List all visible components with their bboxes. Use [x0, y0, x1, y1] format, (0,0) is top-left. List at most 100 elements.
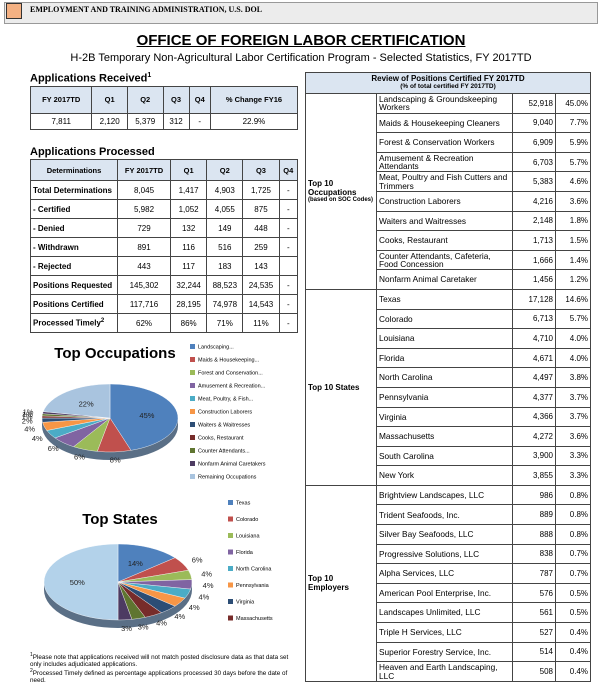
name-cell: Trident Seafoods, Inc.: [376, 504, 513, 526]
name-cell: Progressive Solutions, LLC: [376, 543, 513, 565]
row-label: - Withdrawn: [30, 237, 118, 257]
pct-cell: 4.6%: [555, 171, 591, 192]
name-cell: North Carolina: [376, 367, 513, 388]
cell: 1,052: [170, 199, 208, 219]
row-label: - Certified: [30, 199, 118, 219]
legend-label: Construction Laborers: [198, 410, 252, 416]
cell: -: [278, 275, 299, 295]
cell: 62%: [116, 313, 172, 333]
name-cell: Amusement & Recreation Attendants: [376, 151, 513, 173]
data-row: Processed Timely2 62% 86% 71% 11% -: [30, 313, 299, 333]
slice-label: 45%: [139, 411, 154, 420]
pct-cell: 1.2%: [555, 269, 591, 290]
cell: 443: [116, 256, 172, 276]
legend-swatch: [190, 461, 195, 466]
pct-cell: 7.7%: [555, 112, 591, 134]
cell: 5,982: [116, 199, 172, 219]
cell: 312: [162, 112, 190, 130]
cell: 32,244: [170, 275, 208, 295]
row-label-text: - Rejected: [33, 261, 72, 271]
section-heading: Applications Processed: [30, 146, 155, 158]
cell: -: [278, 237, 299, 257]
cell: 4,903: [206, 180, 244, 200]
count-cell: 4,272: [512, 426, 556, 447]
legend-label: Landscaping...: [198, 345, 234, 351]
name-cell: Meat, Poultry and Fish Cutters and Trimm…: [376, 171, 513, 192]
column-header: Q1: [170, 159, 208, 181]
count-cell: 4,710: [512, 328, 556, 349]
count-cell: 1,666: [512, 249, 556, 271]
name-cell: Counter Attendants, Cafeteria, Food Conc…: [376, 249, 513, 271]
slice-label: 8%: [110, 455, 121, 464]
cell: 7,811: [29, 112, 93, 130]
received-section: Applications Received1 FY 2017TD Q1 Q2 Q3 Q4%…: [29, 72, 299, 130]
name-cell: Superior Forestry Service, Inc.: [376, 641, 513, 663]
legend-swatch: [190, 344, 195, 349]
data-row: Louisiana 4,710 4.0%: [306, 328, 591, 349]
count-cell: 508: [512, 661, 556, 682]
cell: 5,379: [126, 112, 164, 130]
pie-chart: Top States 14% 6% 4% 4% 4% 4% 4% 4% 3% 3% 50% Texas C…: [43, 500, 273, 633]
slice-label: 4%: [32, 434, 43, 443]
legend-label: Waiters & Waitresses: [198, 423, 250, 429]
pct-cell: 0.5%: [555, 602, 591, 624]
legend-label: Louisiana: [236, 534, 260, 540]
data-row: Cooks, Restaurant 1,713 1.5%: [306, 230, 591, 251]
data-row: Heaven and Earth Landscaping, LLC 508 0.4%: [306, 661, 591, 682]
cell: 143: [242, 256, 280, 276]
group-label: Top 10 Employers: [305, 484, 377, 682]
pie-slice: [42, 383, 111, 419]
data-row: Total Determinations 8,045 1,417 4,903 1,725…: [30, 180, 299, 200]
slice-label: 4%: [24, 424, 35, 433]
cell: 71%: [206, 313, 244, 333]
cell: 4,055: [206, 199, 244, 219]
count-cell: 6,713: [512, 308, 556, 330]
data-row: - Certified 5,982 1,052 4,055 875-: [30, 199, 299, 219]
review-section: Review of Positions Certified FY 2017TD(…: [305, 72, 591, 682]
name-cell: Heaven and Earth Landscaping, LLC: [376, 661, 513, 682]
cell: 22.9%: [209, 112, 299, 130]
data-row: Florida 4,671 4.0%: [306, 347, 591, 369]
name-cell: Construction Laborers: [376, 190, 513, 212]
pct-cell: 3.6%: [555, 426, 591, 447]
pct-cell: 1.4%: [555, 249, 591, 271]
cell: 875: [242, 199, 280, 219]
cell: 891: [116, 237, 172, 257]
count-cell: 4,497: [512, 367, 556, 388]
processed-table: Determinations FY 2017TD Q1 Q2 Q3 Q4 Total Det…: [30, 159, 299, 333]
legend-label: Forest and Conservation...: [198, 371, 263, 377]
row-label: Positions Certified: [30, 294, 118, 314]
data-row: Top 10 Employers Brightview Landscapes, L…: [305, 484, 591, 682]
footnote-ref: 1: [30, 652, 33, 658]
column-header: Q2: [206, 159, 244, 181]
legend-swatch: [228, 566, 233, 571]
name-cell: Virginia: [376, 406, 513, 428]
row-label: Positions Requested: [30, 275, 118, 295]
slice-label: 2%: [22, 417, 33, 426]
count-cell: 3,900: [512, 445, 556, 467]
slice-label: 4%: [156, 619, 167, 628]
count-cell: 787: [512, 563, 556, 584]
cell: 74,978: [206, 294, 244, 314]
slice-label: 4%: [198, 592, 209, 601]
data-row: - Denied 729 132 149 448-: [30, 218, 299, 238]
header-row: FY 2017TD Q1 Q2 Q3 Q4% Change FY16: [29, 85, 299, 114]
agency: EMPLOYMENT AND TRAINING ADMINISTRATION, …: [30, 5, 263, 14]
data-row: - Withdrawn 891 116 516 259-: [30, 237, 299, 257]
count-cell: 561: [512, 602, 556, 624]
name-cell: Silver Bay Seafoods, LLC: [376, 524, 513, 545]
legend-label: Texas: [236, 501, 251, 507]
cell: 116: [170, 237, 208, 257]
count-cell: 986: [512, 484, 556, 506]
cell: 28,195: [170, 294, 208, 314]
count-cell: 6,703: [512, 151, 556, 173]
slice-label: 4%: [201, 569, 212, 578]
title: OFFICE OF FOREIGN LABOR CERTIFICATION: [136, 32, 466, 49]
data-row: Pennsylvania 4,377 3.7%: [306, 386, 591, 408]
pct-cell: 3.3%: [555, 445, 591, 467]
slice-label: 1%: [23, 408, 34, 417]
pct-cell: 4.0%: [555, 328, 591, 349]
data-row: Superior Forestry Service, Inc. 514 0.4%: [306, 641, 591, 663]
count-cell: 576: [512, 582, 556, 604]
data-row: Positions Certified 117,716 28,195 74,978 14…: [30, 294, 299, 314]
